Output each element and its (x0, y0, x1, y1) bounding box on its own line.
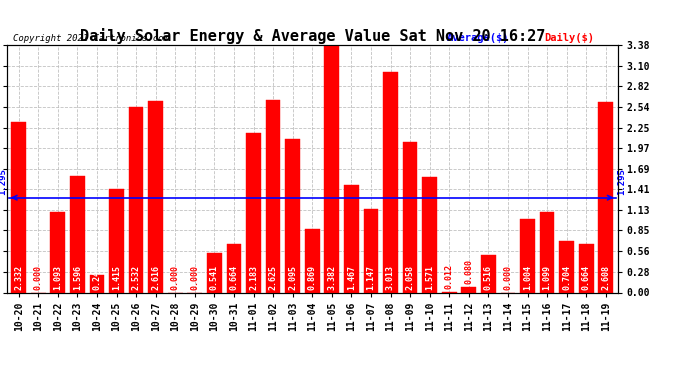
Bar (148, 101, 163, 292)
Text: 1.004: 1.004 (523, 265, 532, 290)
Text: 2.532: 2.532 (132, 265, 141, 290)
Bar (481, 255, 495, 292)
Bar (540, 212, 555, 292)
Text: 0.704: 0.704 (562, 265, 571, 290)
Text: 1.147: 1.147 (366, 265, 375, 290)
Bar (324, 45, 339, 292)
Text: 2.608: 2.608 (601, 265, 611, 290)
Text: 0.664: 0.664 (230, 265, 239, 290)
Text: 2.625: 2.625 (268, 265, 277, 290)
Bar (383, 72, 398, 292)
Text: 1.467: 1.467 (347, 265, 356, 290)
Text: 2.095: 2.095 (288, 265, 297, 290)
Text: 2.058: 2.058 (406, 265, 415, 290)
Text: 0.000: 0.000 (170, 265, 179, 290)
Bar (109, 189, 124, 292)
Text: 2.332: 2.332 (14, 265, 23, 290)
Text: 0.000: 0.000 (190, 265, 199, 290)
Text: Copyright 2021 Cartronics.com: Copyright 2021 Cartronics.com (13, 33, 169, 42)
Bar (403, 142, 417, 292)
Bar (422, 177, 437, 292)
Text: Daily($): Daily($) (544, 33, 594, 42)
Text: 0.012: 0.012 (445, 264, 454, 290)
Bar (285, 139, 300, 292)
Text: 1.093: 1.093 (53, 265, 62, 290)
Bar (598, 102, 613, 292)
Text: 2.183: 2.183 (249, 265, 258, 290)
Text: 0.240: 0.240 (92, 265, 101, 290)
Text: 1.415: 1.415 (112, 265, 121, 290)
Bar (11, 122, 26, 292)
Text: 2.616: 2.616 (151, 265, 160, 290)
Bar (129, 107, 144, 292)
Bar (520, 219, 535, 292)
Text: 0.541: 0.541 (210, 265, 219, 290)
Bar (207, 253, 221, 292)
Bar (70, 176, 85, 292)
Bar (226, 244, 242, 292)
Bar (266, 100, 280, 292)
Bar (579, 244, 593, 292)
Bar (305, 229, 319, 292)
Bar (462, 286, 476, 292)
Title: Daily Solar Energy & Average Value Sat Nov 20 16:27: Daily Solar Energy & Average Value Sat N… (79, 28, 545, 44)
Text: 0.869: 0.869 (308, 265, 317, 290)
Text: 1.295: 1.295 (0, 169, 8, 195)
Text: 0.000: 0.000 (504, 265, 513, 290)
Text: Average($): Average($) (446, 33, 509, 42)
Text: 1.099: 1.099 (542, 265, 551, 290)
Bar (364, 209, 378, 292)
Text: 0.664: 0.664 (582, 265, 591, 290)
Bar (90, 275, 104, 292)
Text: 0.080: 0.080 (464, 260, 473, 285)
Text: 0.000: 0.000 (34, 265, 43, 290)
Text: 3.013: 3.013 (386, 265, 395, 290)
Text: 1.295: 1.295 (617, 169, 626, 195)
Text: 3.382: 3.382 (327, 265, 336, 290)
Text: 1.571: 1.571 (425, 265, 434, 290)
Bar (344, 185, 359, 292)
Bar (560, 241, 574, 292)
Bar (50, 213, 65, 292)
Text: 1.596: 1.596 (73, 265, 82, 290)
Text: 0.516: 0.516 (484, 265, 493, 290)
Bar (246, 133, 261, 292)
